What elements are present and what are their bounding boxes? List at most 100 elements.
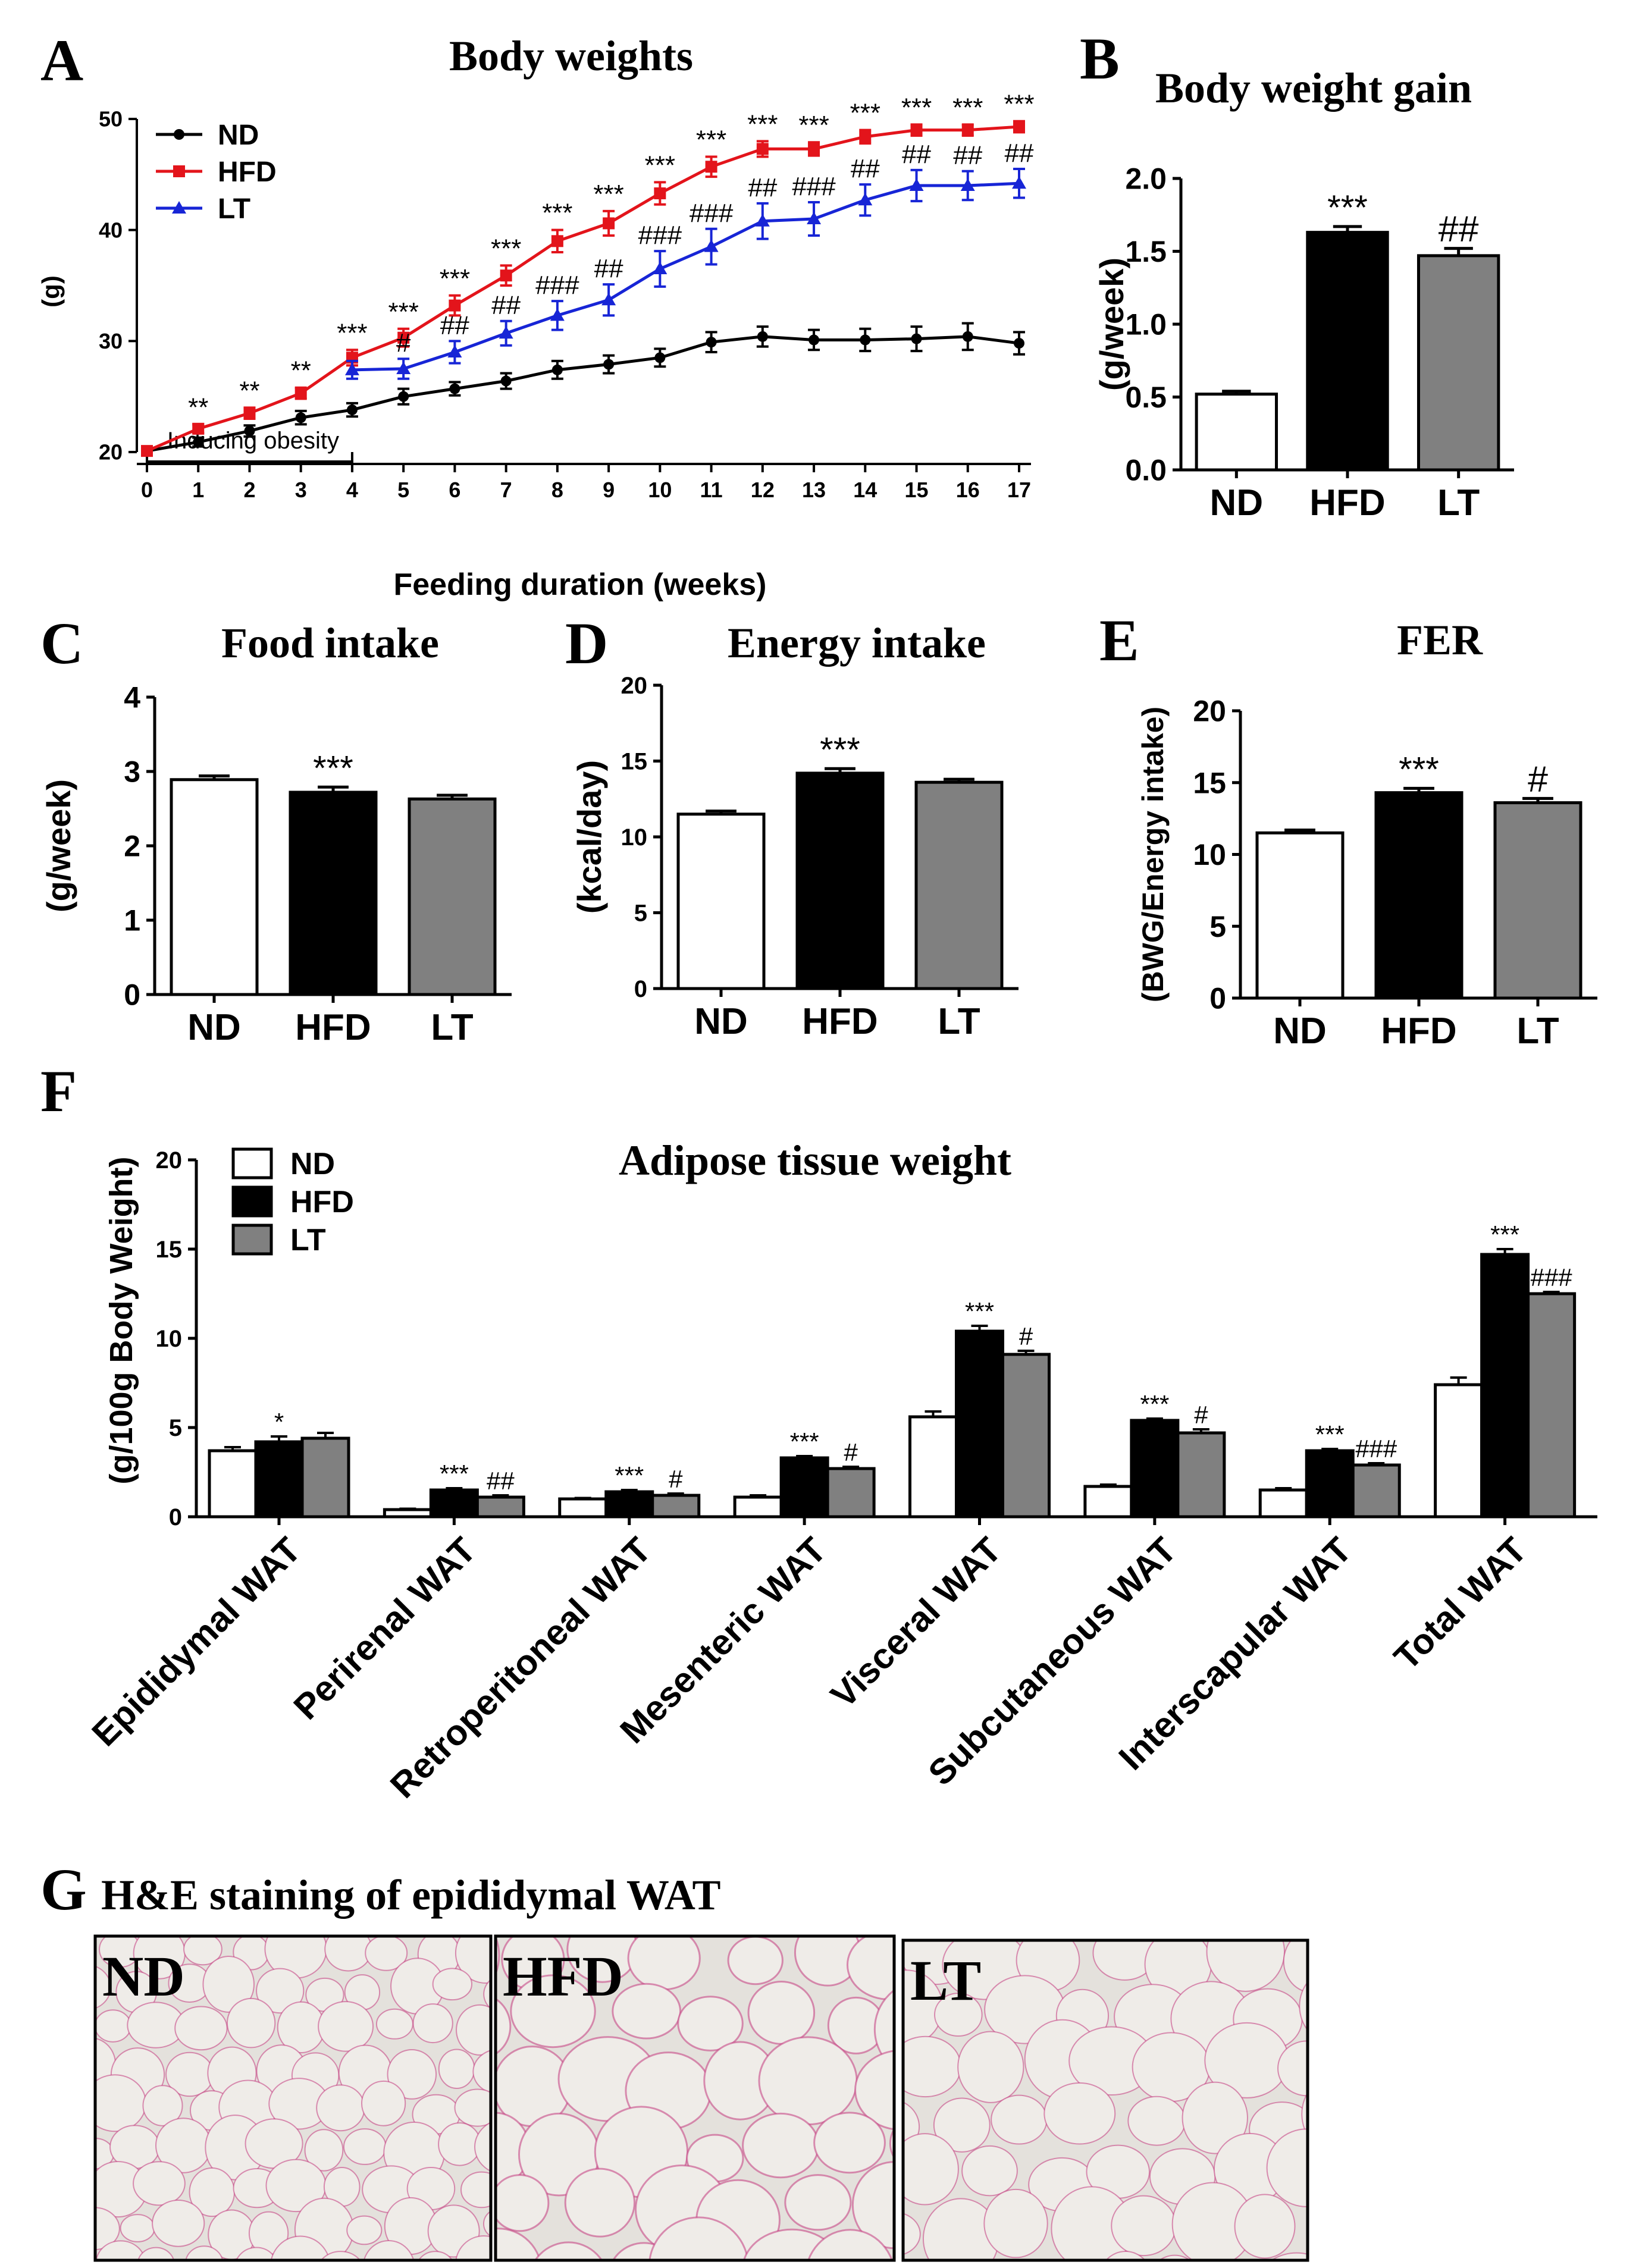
y-tick-label: 10 — [156, 1326, 183, 1352]
adipocyte — [1234, 2194, 1296, 2259]
x-tick-label: HFD — [802, 1001, 878, 1042]
bar-hfd — [1306, 231, 1389, 472]
y-tick-label: 0 — [634, 976, 647, 1002]
adipocyte — [48, 2251, 84, 2268]
significance-label: *** — [593, 180, 623, 209]
y-tick-label: 10 — [1193, 838, 1226, 871]
y-tick-label: 3 — [124, 755, 140, 789]
bar-nd — [908, 1415, 958, 1519]
adipocyte — [742, 2112, 820, 2179]
significance-label: *** — [388, 297, 418, 327]
significance-label: *** — [965, 1297, 994, 1325]
adipocyte — [455, 2235, 491, 2260]
significance-label: # — [1019, 1322, 1033, 1350]
histology-panels: ND HFD LT — [48, 1876, 1374, 2268]
significance-label: ** — [239, 376, 259, 405]
bar-nd — [1434, 1383, 1484, 1519]
adipocyte — [510, 1974, 596, 2049]
histology-cells-hfd — [496, 1936, 894, 2260]
adipocyte — [1120, 1876, 1171, 1931]
histology-frame — [93, 1934, 493, 2262]
x-tick-label: LT — [938, 1001, 980, 1042]
significance-label: *** — [901, 93, 932, 122]
adipocyte — [202, 1956, 255, 2013]
x-tick-label: 4 — [346, 478, 358, 502]
significance-label: ## — [902, 140, 931, 169]
significance-label: ### — [1531, 1263, 1573, 1291]
adipocyte — [612, 1982, 682, 2040]
adipocyte — [49, 2091, 89, 2123]
data-point-nd — [706, 337, 717, 348]
series-line-nd — [146, 335, 1020, 453]
legend-label-lt: LT — [290, 1223, 326, 1257]
significance-label: *** — [1399, 750, 1439, 789]
significance-label: *** — [542, 199, 572, 228]
data-point-hfd — [910, 124, 923, 136]
adipocyte — [316, 2084, 365, 2132]
data-point-hfd — [1013, 121, 1025, 133]
x-tick-label: HFD — [295, 1007, 371, 1048]
adipocyte — [1206, 1940, 1286, 1992]
significance-label: # — [669, 1465, 683, 1493]
y-tick-label: 0 — [169, 1504, 182, 1530]
bar-lt — [914, 780, 1004, 990]
adipocyte — [324, 1936, 372, 1972]
data-point-hfd — [756, 143, 769, 155]
adipocyte — [784, 2174, 852, 2231]
data-point-hfd — [859, 130, 872, 143]
x-tick-label: 11 — [700, 478, 723, 502]
significance-label: *** — [820, 730, 860, 769]
data-point-nd — [962, 331, 973, 342]
adipocyte — [1111, 2195, 1177, 2257]
data-point-hfd — [808, 143, 820, 155]
x-axis-label: Feeding duration (weeks) — [394, 567, 767, 602]
x-tick-label: 10 — [648, 478, 672, 502]
data-point-hfd — [551, 235, 563, 247]
adipocyte — [957, 2031, 1024, 2103]
chart-food-intake: Food intake (g/week) 0 1 2 3 4 ND HFD *** LT — [40, 619, 512, 1048]
adipocyte — [152, 2199, 205, 2247]
significance-label: ** — [188, 393, 208, 422]
adipocyte — [873, 1989, 894, 2069]
panel-label-b: B — [1080, 26, 1120, 92]
y-tick-label: 0 — [1209, 982, 1226, 1015]
histology-title: H&E staining of epididymal WAT — [101, 1871, 721, 1919]
y-tick-label: 5 — [169, 1415, 182, 1441]
data-point-nd — [860, 334, 871, 346]
data-point-hfd — [192, 422, 205, 435]
adipocyte — [365, 1936, 408, 1971]
bar-hfd — [779, 1456, 829, 1519]
adipocyte — [534, 2241, 603, 2260]
bar-nd — [1083, 1485, 1133, 1519]
y-tick-label: 10 — [621, 824, 648, 851]
adipocyte — [320, 2251, 361, 2260]
legend-swatch-lt — [231, 1224, 273, 1256]
x-tick-label: ND — [1273, 1011, 1327, 1052]
adipocyte — [879, 1884, 930, 1937]
bar-lt — [1493, 801, 1582, 1000]
data-point-lt — [960, 178, 975, 191]
adipocyte — [256, 1968, 305, 2014]
data-point-nd — [398, 391, 409, 402]
adipocyte — [432, 1968, 473, 2001]
bar-hfd — [604, 1490, 654, 1519]
bar-hfd — [1480, 1253, 1530, 1519]
adipocyte — [1127, 2096, 1186, 2146]
significance-label: ## — [491, 291, 521, 320]
x-tick-label: Total WAT — [1386, 1530, 1534, 1677]
adipocyte — [1300, 1881, 1362, 1931]
x-tick-label: 7 — [500, 478, 512, 502]
y-tick-label: 0.5 — [1125, 381, 1167, 414]
adipocyte — [1309, 2197, 1374, 2267]
panel-label-g: G — [40, 1856, 87, 1922]
adipocyte — [828, 1936, 894, 1947]
x-tick-label: 14 — [853, 478, 877, 502]
adipocyte — [677, 1996, 744, 2051]
adipocyte — [343, 2128, 387, 2165]
adipocyte — [961, 2145, 1018, 2197]
y-axis-label: (g/week) — [40, 779, 77, 912]
legend-label-nd: ND — [290, 1147, 335, 1181]
significance-label: ## — [1439, 209, 1479, 249]
